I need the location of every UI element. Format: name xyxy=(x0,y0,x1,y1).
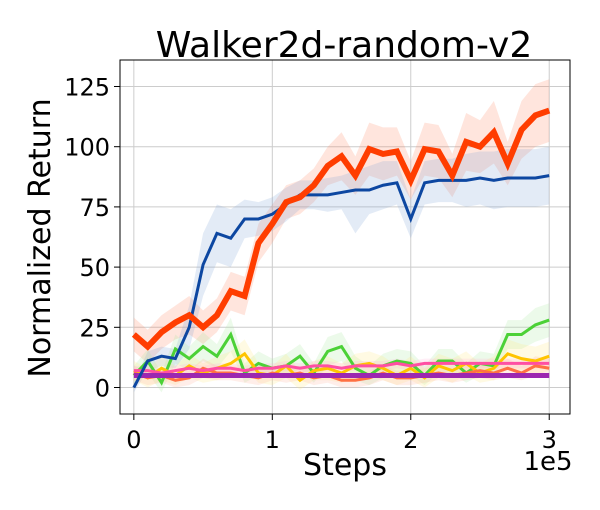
series-4-band xyxy=(133,356,550,388)
y-axis-label: Normalized Return xyxy=(23,98,58,377)
series-4-line xyxy=(133,364,550,382)
x-axis-label: Steps xyxy=(303,448,387,483)
y-tick-label: 25 xyxy=(79,314,110,342)
x-tick-label: 3 xyxy=(542,426,557,454)
grid xyxy=(120,60,570,414)
x-tick-label: 0 xyxy=(126,426,141,454)
y-tick-label: 100 xyxy=(64,134,110,162)
x-tick-label: 1 xyxy=(265,426,280,454)
series-1-band xyxy=(133,146,550,393)
series-0-line xyxy=(131,107,551,351)
series-lines xyxy=(131,107,551,389)
y-tick-label: 75 xyxy=(79,194,110,222)
series-5-line xyxy=(133,361,550,375)
x-axis-ticks: 0 1 2 3 xyxy=(126,414,557,454)
x-tick-label: 2 xyxy=(403,426,418,454)
y-axis-ticks: 0 25 50 75 100 125 xyxy=(64,73,120,403)
chart-title: Walker2d-random-v2 xyxy=(156,25,532,66)
y-tick-label: 125 xyxy=(64,73,110,101)
x-axis-multiplier: 1e5 xyxy=(523,447,572,477)
plot-frame xyxy=(119,59,571,415)
y-tick-label: 50 xyxy=(79,254,110,282)
series-1-line xyxy=(132,174,550,389)
y-tick-label: 0 xyxy=(95,375,110,403)
